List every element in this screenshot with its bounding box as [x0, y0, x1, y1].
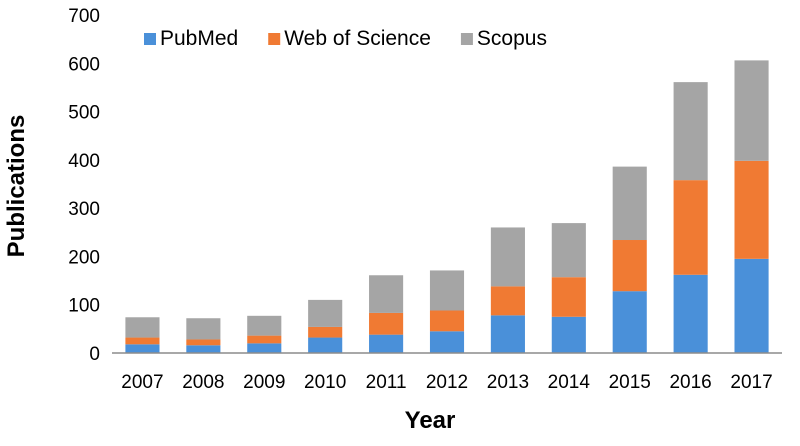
- bar-web-of-science-2008: [186, 339, 221, 346]
- x-tick-label-2013: 2013: [487, 372, 529, 393]
- bar-scopus-2012: [429, 270, 465, 311]
- bar-pubmed-2014: [551, 316, 586, 353]
- bar-scopus-2015: [612, 166, 647, 241]
- bar-scopus-2007: [125, 317, 160, 338]
- bar-pubmed-2007: [125, 344, 160, 353]
- y-tick-label-0: 0: [89, 344, 100, 365]
- x-tick-label-2014: 2014: [548, 372, 591, 393]
- bar-pubmed-2009: [247, 343, 282, 353]
- bar-web-of-science-2012: [429, 310, 465, 332]
- bar-web-of-science-2013: [490, 286, 525, 316]
- bar-web-of-science-2014: [551, 277, 586, 317]
- bar-pubmed-2013: [490, 315, 525, 353]
- y-tick-label-600: 600: [68, 54, 100, 75]
- bar-pubmed-2012: [429, 331, 465, 353]
- y-tick-label-700: 700: [68, 6, 100, 27]
- bar-scopus-2017: [734, 60, 769, 161]
- bar-scopus-2016: [673, 82, 708, 181]
- bar-web-of-science-2016: [673, 180, 708, 275]
- legend: PubMed Web of Science Scopus: [144, 27, 547, 50]
- bar-scopus-2009: [247, 315, 282, 336]
- bar-scopus-2014: [551, 223, 586, 278]
- bar-web-of-science-2007: [125, 337, 160, 345]
- legend-label-web-of-science: Web of Science: [284, 27, 431, 50]
- bar-pubmed-2011: [369, 334, 404, 353]
- bar-web-of-science-2010: [308, 326, 343, 338]
- legend-swatch-web-of-science: [268, 33, 281, 45]
- x-tick-label-2015: 2015: [609, 372, 651, 393]
- y-tick-label-300: 300: [68, 199, 100, 220]
- x-tick-label-2010: 2010: [304, 372, 346, 393]
- x-tick-label-2016: 2016: [669, 372, 711, 393]
- bar-pubmed-2010: [308, 337, 343, 353]
- y-tick-label-400: 400: [68, 151, 100, 172]
- x-tick-label-2007: 2007: [121, 372, 163, 393]
- bar-pubmed-2015: [612, 291, 647, 353]
- bar-scopus-2010: [308, 299, 343, 327]
- y-tick-label-100: 100: [68, 296, 100, 317]
- y-tick-label-500: 500: [68, 103, 100, 124]
- bar-scopus-2011: [369, 275, 404, 313]
- x-tick-label-2011: 2011: [366, 372, 407, 393]
- bar-pubmed-2008: [186, 345, 221, 353]
- bar-web-of-science-2011: [369, 312, 404, 335]
- bar-web-of-science-2009: [247, 335, 282, 344]
- legend-label-pubmed: PubMed: [160, 27, 238, 50]
- bar-web-of-science-2017: [734, 160, 769, 259]
- y-axis-title: Publications: [3, 115, 30, 258]
- x-tick-label-2012: 2012: [426, 372, 468, 393]
- x-tick-label-2008: 2008: [182, 372, 224, 393]
- y-tick-labels: 0 100 200 300 400 500 600 700: [68, 6, 100, 365]
- x-tick-label-2009: 2009: [243, 372, 285, 393]
- bar-pubmed-2016: [673, 274, 708, 353]
- x-axis-title: Year: [405, 407, 456, 434]
- x-tick-labels: 2007 2008 2009 2010 2011 2012 2013 2014 2015 2016…: [121, 372, 772, 393]
- x-tick-label-2017: 2017: [730, 372, 772, 393]
- bar-scopus-2008: [186, 318, 221, 340]
- legend-swatch-scopus: [460, 33, 473, 45]
- bar-web-of-science-2015: [612, 240, 647, 292]
- legend-swatch-pubmed: [144, 33, 156, 45]
- bars-layer: [125, 60, 769, 353]
- bar-pubmed-2017: [734, 258, 769, 353]
- bar-scopus-2013: [490, 227, 525, 287]
- y-tick-label-200: 200: [68, 247, 100, 268]
- legend-label-scopus: Scopus: [477, 27, 547, 50]
